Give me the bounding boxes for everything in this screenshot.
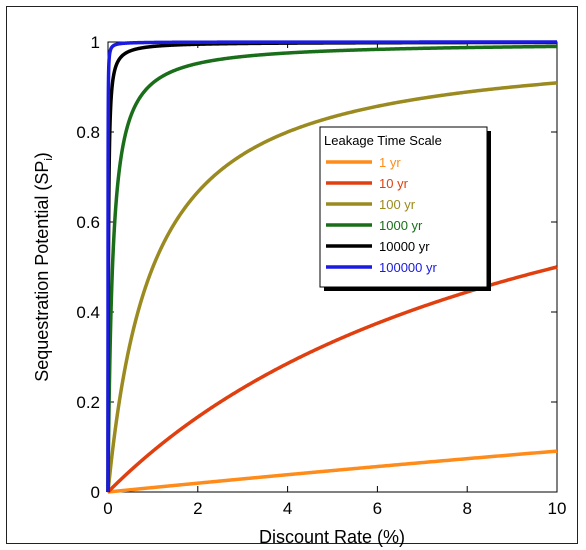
y-tick-label: 0.8 [76, 123, 100, 142]
y-tick-label: 0.6 [76, 213, 100, 232]
legend: Leakage Time Scale 1 yr 10 yr 100 yr 1000 y… [319, 126, 491, 291]
legend-entry: 100 yr [379, 197, 416, 212]
x-tick-label: 8 [462, 499, 471, 518]
legend-entry: 1000 yr [379, 218, 423, 233]
x-tick-label: 6 [373, 499, 382, 518]
x-tick-label: 10 [548, 499, 567, 518]
y-tick-label: 1 [91, 33, 100, 52]
legend-entry: 10000 yr [379, 239, 430, 254]
x-axis-label: Discount Rate (%) [259, 527, 405, 547]
legend-box [319, 126, 488, 288]
legend-entry: 10 yr [379, 176, 409, 191]
legend-entry: 100000 yr [379, 260, 437, 275]
tick-group: 0 2 4 6 8 10 0 0.2 0.4 0.6 0.8 1 [76, 33, 566, 518]
y-axis-label-sub: i [43, 158, 55, 160]
y-axis-label-close: ) [32, 152, 52, 158]
y-axis-label: Sequestration Potential (SPi) [32, 152, 55, 382]
x-tick-label: 4 [283, 499, 292, 518]
series-line [106, 265, 558, 494]
legend-title: Leakage Time Scale [324, 133, 442, 148]
y-tick-label: 0 [91, 483, 100, 502]
y-axis-label-main: Sequestration Potential (SP [32, 161, 52, 382]
series-line [106, 81, 558, 494]
series-line [106, 44, 558, 494]
legend-entry: 1 yr [379, 155, 401, 170]
series-line [106, 40, 558, 492]
series-group [106, 40, 558, 494]
y-tick-label: 0.4 [76, 303, 100, 322]
series-line [106, 449, 558, 494]
x-tick-label: 2 [193, 499, 202, 518]
x-tick-label: 0 [103, 499, 112, 518]
legend-items: 1 yr 10 yr 100 yr 1000 yr 10000 yr 100000 yr [326, 155, 437, 275]
y-tick-label: 0.2 [76, 393, 100, 412]
